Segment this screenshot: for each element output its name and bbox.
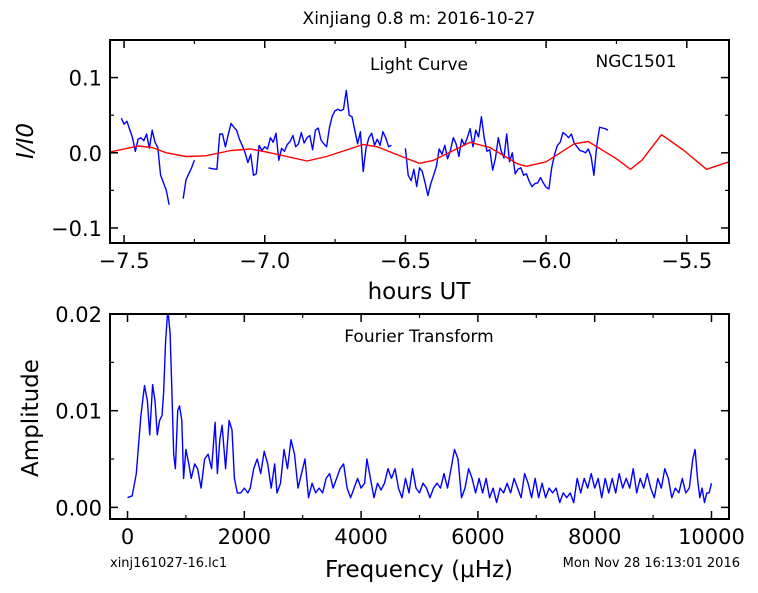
light-curve-series <box>110 89 729 205</box>
light-curve-panel: −7.5 −7.0 −6.5 −6.0 −5.5 −0.1 0.0 0.1 Light Cur… <box>13 39 730 305</box>
fourier-annotation: Fourier Transform <box>344 327 493 347</box>
fourier-xtick-label: 6000 <box>451 525 504 549</box>
light-curve-ticks: −7.5 −7.0 −6.5 −6.0 −5.5 −0.1 0.0 0.1 <box>51 40 729 273</box>
fourier-xtick-label: 2000 <box>218 525 271 549</box>
light-curve-xlabel: hours UT <box>368 279 472 305</box>
light-curve-xtick-label: −7.0 <box>239 249 290 273</box>
light-curve-data-line-0-1 <box>182 160 196 199</box>
light-curve-data-line-0-3 <box>404 115 609 197</box>
fourier-ytick-label: 0.02 <box>55 303 102 327</box>
fourier-xlabel: Frequency (μHz) <box>325 557 513 583</box>
light-curve-data-line-0-2 <box>208 89 392 177</box>
light-curve-frame <box>109 39 730 244</box>
light-curve-ytick-label: 0.0 <box>69 142 102 166</box>
light-curve-xtick-label: −5.5 <box>661 249 712 273</box>
light-curve-ylabel: I/I0 <box>13 123 39 159</box>
fourier-ytick-label: 0.01 <box>55 400 102 424</box>
light-curve-data-line-0-0 <box>120 117 170 205</box>
fourier-series <box>127 314 713 504</box>
light-curve-ytick-label: 0.1 <box>69 67 102 91</box>
figure-title: Xinjiang 0.8 m: 2016-10-27 <box>303 9 536 29</box>
fourier-ytick-label: 0.00 <box>55 496 102 520</box>
fourier-xtick-label: 10000 <box>678 525 745 549</box>
file-label: xinj161027-16.lc1 <box>110 556 227 571</box>
light-curve-xtick-label: −7.5 <box>99 249 150 273</box>
fourier-panel: 0 2000 4000 6000 8000 10000 0.00 0.01 0.02 Fouri… <box>18 303 745 583</box>
fourier-xtick-label: 8000 <box>568 525 621 549</box>
object-label: NGC1501 <box>595 52 676 72</box>
light-curve-xtick-label: −6.0 <box>521 249 572 273</box>
date-label: Mon Nov 28 16:13:01 2016 <box>563 556 740 571</box>
light-curve-model-line-1-0 <box>110 133 729 171</box>
fourier-xtick-label: 4000 <box>334 525 387 549</box>
light-curve-xtick-label: −6.5 <box>380 249 431 273</box>
fourier-ticks: 0 2000 4000 6000 8000 10000 0.00 0.01 0.02 <box>55 303 745 549</box>
fourier-ylabel: Amplitude <box>18 359 44 477</box>
light-curve-ytick-label: −0.1 <box>51 217 102 241</box>
light-curve-annotation: Light Curve <box>370 55 468 75</box>
fourier-xtick-label: 0 <box>121 525 134 549</box>
fourier-data-line-0-0 <box>127 314 713 504</box>
